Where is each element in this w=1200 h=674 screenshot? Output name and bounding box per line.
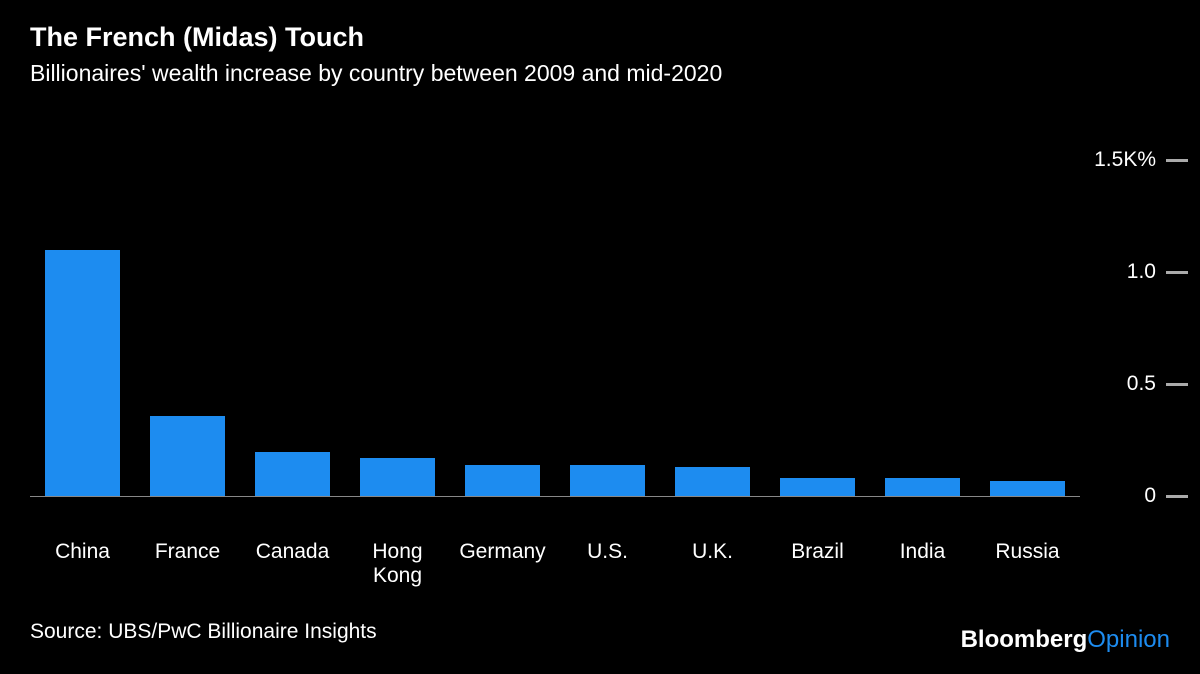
bars-container bbox=[30, 160, 1080, 530]
chart-root: The French (Midas) Touch Billionaires' w… bbox=[0, 0, 1200, 674]
plot-area bbox=[30, 160, 1080, 530]
bar-slot bbox=[30, 160, 135, 530]
chart-title: The French (Midas) Touch bbox=[30, 22, 364, 53]
brand-part2: Opinion bbox=[1087, 626, 1170, 654]
bar-slot bbox=[975, 160, 1080, 530]
bar-slot bbox=[135, 160, 240, 530]
baseline bbox=[30, 496, 1080, 497]
bar bbox=[360, 458, 436, 496]
y-tick-mark bbox=[1166, 271, 1188, 274]
x-axis-label: Brazil bbox=[765, 540, 870, 588]
x-axis-label: Russia bbox=[975, 540, 1080, 588]
bar-slot bbox=[555, 160, 660, 530]
source-text: Source: UBS/PwC Billionaire Insights bbox=[30, 620, 377, 644]
y-tick: 1.0 bbox=[1127, 260, 1188, 284]
y-tick-label: 1.5K% bbox=[1094, 148, 1156, 172]
x-axis-label: U.S. bbox=[555, 540, 660, 588]
x-axis-label: France bbox=[135, 540, 240, 588]
x-axis-label: Germany bbox=[450, 540, 555, 588]
brand-logo: BloombergOpinion bbox=[961, 626, 1170, 654]
bar-slot bbox=[240, 160, 345, 530]
bar bbox=[570, 465, 646, 496]
bar bbox=[150, 416, 226, 497]
x-axis-label: U.K. bbox=[660, 540, 765, 588]
bar bbox=[885, 478, 961, 496]
y-tick: 1.5K% bbox=[1094, 148, 1188, 172]
y-tick-mark bbox=[1166, 383, 1188, 386]
bar bbox=[675, 467, 751, 496]
y-tick-mark bbox=[1166, 495, 1188, 498]
x-axis-labels: ChinaFranceCanadaHongKongGermanyU.S.U.K.… bbox=[30, 540, 1080, 588]
bar bbox=[255, 452, 331, 497]
x-axis-label: China bbox=[30, 540, 135, 588]
bar bbox=[465, 465, 541, 496]
y-tick: 0 bbox=[1144, 484, 1188, 508]
x-axis-label: HongKong bbox=[345, 540, 450, 588]
chart-subtitle: Billionaires' wealth increase by country… bbox=[30, 60, 722, 87]
bar bbox=[780, 478, 856, 496]
brand-part1: Bloomberg bbox=[961, 626, 1088, 654]
y-axis: 1.5K%1.00.50 bbox=[1088, 160, 1188, 530]
bar-slot bbox=[450, 160, 555, 530]
x-axis-label: Canada bbox=[240, 540, 345, 588]
bar bbox=[990, 481, 1066, 497]
x-axis-label: India bbox=[870, 540, 975, 588]
y-tick-label: 0 bbox=[1144, 484, 1156, 508]
bar-slot bbox=[660, 160, 765, 530]
bar-slot bbox=[870, 160, 975, 530]
y-tick-label: 1.0 bbox=[1127, 260, 1156, 284]
bar-slot bbox=[765, 160, 870, 530]
bar bbox=[45, 250, 121, 497]
y-tick-label: 0.5 bbox=[1127, 372, 1156, 396]
y-tick: 0.5 bbox=[1127, 372, 1188, 396]
y-tick-mark bbox=[1166, 159, 1188, 162]
bar-slot bbox=[345, 160, 450, 530]
